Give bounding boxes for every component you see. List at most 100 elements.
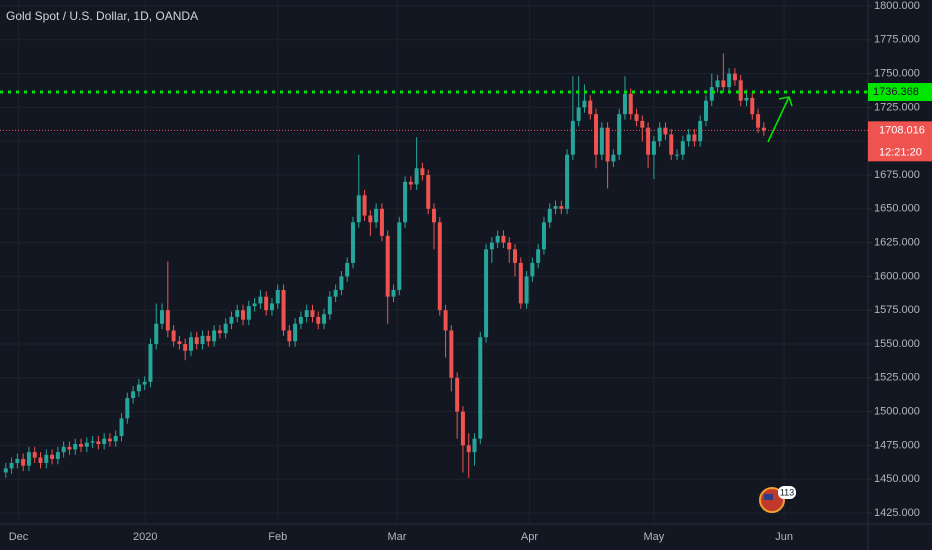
candle-body xyxy=(102,438,107,445)
candle-body xyxy=(327,296,332,315)
x-tick-label: Feb xyxy=(268,531,287,543)
candle-body xyxy=(38,457,43,463)
x-tick-label: 2020 xyxy=(133,531,157,543)
y-tick-label: 1750.000 xyxy=(874,68,920,80)
candle-body xyxy=(3,468,8,473)
candle-body xyxy=(675,154,680,156)
candle-body xyxy=(79,444,84,447)
candle-body xyxy=(246,306,251,320)
candle-body xyxy=(622,93,627,115)
chart-title: Gold Spot / U.S. Dollar, 1D, OANDA xyxy=(6,9,198,23)
candle-body xyxy=(455,377,460,412)
candle-body xyxy=(229,316,234,324)
candle-body xyxy=(518,262,523,304)
candle-body xyxy=(55,452,60,459)
candle-body xyxy=(212,330,217,342)
candle-body xyxy=(368,215,373,223)
y-tick-label: 1675.000 xyxy=(874,169,920,181)
candle-body xyxy=(397,222,402,290)
candle-body xyxy=(530,262,535,277)
candle-body xyxy=(686,134,691,142)
y-tick-label: 1800.000 xyxy=(874,0,920,12)
candle-body xyxy=(460,411,465,446)
candle-body xyxy=(379,208,384,236)
candle-body xyxy=(495,235,500,243)
candle-body xyxy=(721,80,726,88)
y-tick-label: 1775.000 xyxy=(874,34,920,46)
candle-body xyxy=(50,454,55,459)
badge[interactable]: 113 xyxy=(759,486,796,513)
y-tick-label: 1575.000 xyxy=(874,304,920,316)
candle-body xyxy=(391,289,396,297)
candle-body xyxy=(125,398,130,419)
candle-body xyxy=(350,222,355,263)
candle-body xyxy=(258,296,263,304)
candle-body xyxy=(148,344,153,382)
candle-body xyxy=(507,242,512,250)
candle-body xyxy=(160,310,165,324)
candle-body xyxy=(472,438,477,453)
y-tick-label: 1600.000 xyxy=(874,270,920,282)
candle-body xyxy=(188,337,193,351)
candles xyxy=(3,53,766,478)
candle-body xyxy=(692,134,697,142)
candle-body xyxy=(403,181,408,223)
candle-body xyxy=(119,418,124,436)
candle-body xyxy=(484,249,489,338)
candle-body xyxy=(356,195,361,223)
candle-body xyxy=(489,242,494,250)
badge-count: 113 xyxy=(780,487,794,497)
level-label-bg xyxy=(868,83,932,102)
candle-body xyxy=(750,97,755,115)
badge-count-bg xyxy=(778,486,796,499)
candle-body xyxy=(611,154,616,162)
candle-body xyxy=(275,289,280,304)
candle-body xyxy=(582,100,587,108)
candle-body xyxy=(177,341,182,344)
candle-body xyxy=(165,310,170,331)
last-price-bg xyxy=(868,121,932,162)
candle-body xyxy=(628,93,633,115)
y-tick-label: 1725.000 xyxy=(874,101,920,113)
candle-body xyxy=(15,458,20,463)
candle-body xyxy=(738,80,743,101)
y-tick-label: 1550.000 xyxy=(874,338,920,350)
candle-body xyxy=(264,296,269,311)
candle-body xyxy=(651,141,656,155)
candle-body xyxy=(594,114,599,155)
candle-body xyxy=(235,310,240,317)
candle-body xyxy=(385,235,390,297)
x-tick-label: Dec xyxy=(9,531,29,543)
candle-body xyxy=(316,316,321,324)
candle-body xyxy=(715,80,720,88)
candle-body xyxy=(171,330,176,342)
candle-body xyxy=(617,114,622,155)
last-price-label: 1708.016 xyxy=(879,124,925,136)
candle-body xyxy=(61,446,66,453)
candle-body xyxy=(408,181,413,185)
x-tick-label: Mar xyxy=(387,531,406,543)
x-tick-label: May xyxy=(644,531,665,543)
candle-body xyxy=(703,100,708,121)
candle-body xyxy=(298,316,303,324)
candle-body xyxy=(96,441,101,445)
candle-body xyxy=(107,438,112,442)
x-tick-label: Apr xyxy=(521,531,538,543)
candle-body xyxy=(663,127,668,135)
candle-body xyxy=(131,391,136,399)
candle-body xyxy=(142,381,147,385)
candle-body xyxy=(570,120,575,155)
y-tick-label: 1475.000 xyxy=(874,439,920,451)
candle-body xyxy=(432,208,436,223)
candle-body xyxy=(9,462,14,469)
y-tick-label: 1450.000 xyxy=(874,473,920,485)
candle-body xyxy=(345,262,350,277)
candle-body xyxy=(756,114,761,128)
candle-body xyxy=(322,314,327,324)
candle-body xyxy=(420,168,425,175)
candle-body xyxy=(281,289,286,331)
candle-body xyxy=(727,73,732,88)
candle-body xyxy=(67,446,72,450)
